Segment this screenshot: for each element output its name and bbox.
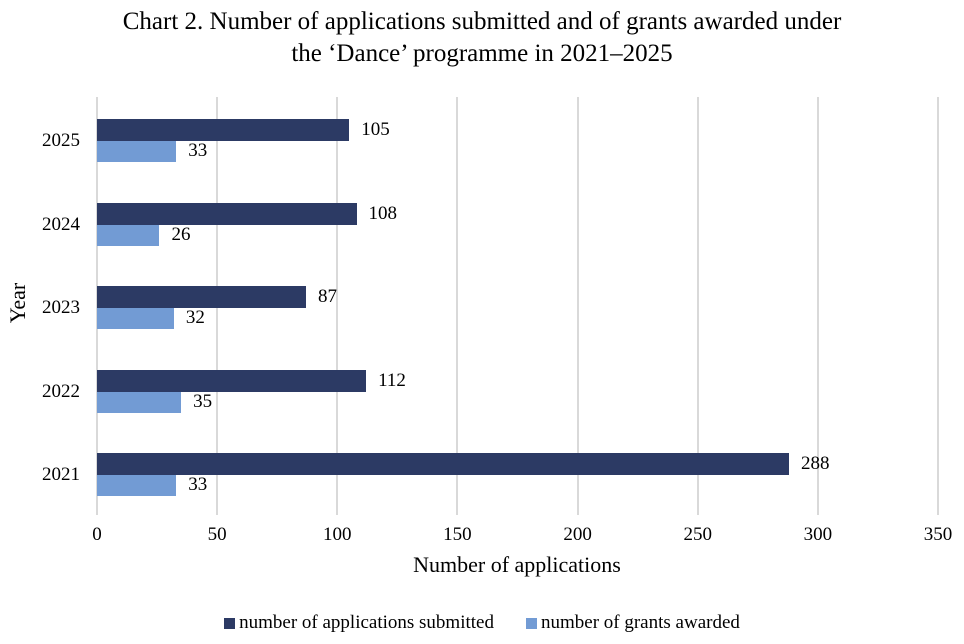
gridline [456,97,459,515]
value-label-awarded: 26 [171,223,191,245]
legend-swatch-awarded [525,617,537,629]
bar-awarded-2024 [97,224,160,246]
x-axis-label: Number of applications [413,552,621,577]
x-tick-label: 350 [923,524,953,545]
bar-submitted-2024 [97,202,357,225]
x-tick-label: 0 [92,524,102,545]
gridline [937,97,939,515]
value-label-submitted: 288 [801,453,830,475]
value-label-submitted: 105 [361,119,390,140]
y-tick-label: 2021 [42,464,80,486]
value-label-submitted: 108 [368,202,398,224]
x-tick-label: 150 [443,524,472,545]
value-label-submitted: 112 [378,369,406,391]
plot-area: 105 33 108 26 87 32 112 35 288 33 [96,97,939,515]
bar-submitted-2021 [97,453,790,476]
bar-awarded-2025 [97,141,177,162]
bar-awarded-2022 [97,391,182,413]
value-label-awarded: 33 [188,474,208,496]
y-tick-label: 2023 [42,297,80,319]
value-label-submitted: 87 [318,286,338,308]
value-label-awarded: 33 [188,140,208,161]
x-tick-label: 250 [683,524,712,545]
bar-submitted-2022 [97,369,367,392]
value-label-awarded: 35 [193,390,213,412]
gridline [576,97,579,515]
bar-submitted-2023 [97,286,307,309]
y-tick-label: 2022 [42,380,80,402]
gridline [696,97,699,515]
legend: number of applications submitted number … [0,612,964,634]
legend-item-submitted: number of applications submitted [224,612,494,634]
gridline [816,97,819,515]
legend-item-awarded: number of grants awarded [525,612,740,634]
x-tick-label: 300 [803,524,833,545]
gridline [336,97,339,515]
chart-title: Chart 2. Number of applications submitte… [122,8,842,67]
x-tick-label: 100 [323,524,352,545]
bar-awarded-2023 [97,308,174,330]
x-tick-label: 200 [563,524,592,545]
x-tick-label: 50 [207,524,227,545]
bar-submitted-2025 [97,119,350,141]
legend-swatch-submitted [224,617,236,629]
y-tick-label: 2024 [42,213,80,235]
y-tick-label: 2025 [42,130,80,151]
bar-awarded-2021 [97,475,177,497]
value-label-awarded: 32 [185,307,205,329]
